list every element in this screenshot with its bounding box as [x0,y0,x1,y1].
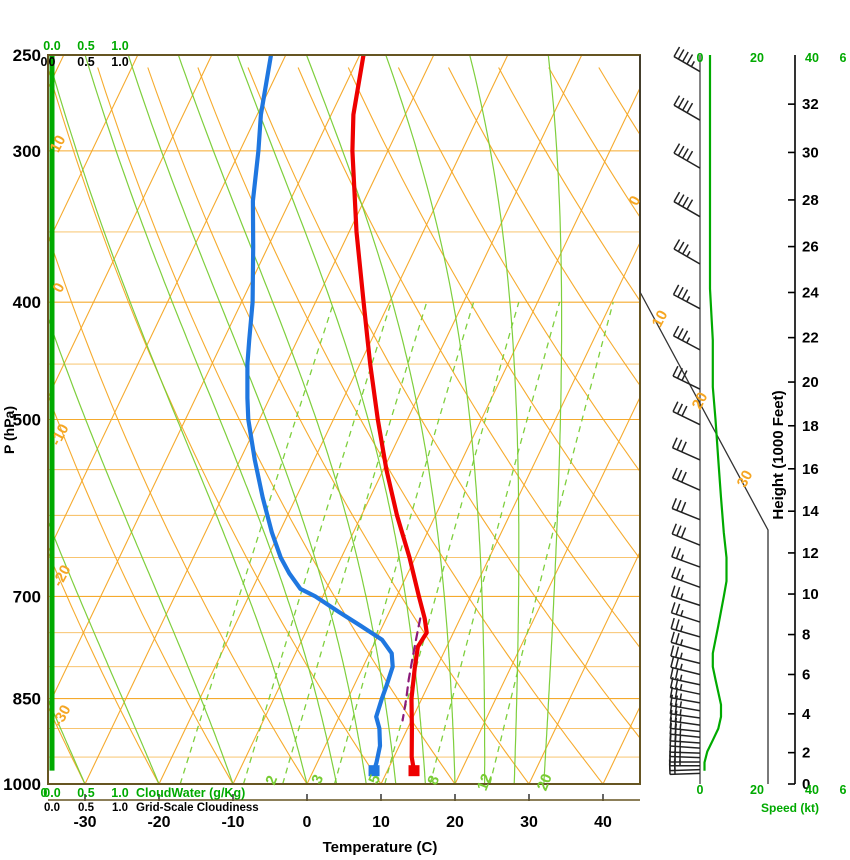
wind-barb [673,239,701,265]
wind-barb [669,677,701,695]
temperature-surface-marker [408,765,420,777]
curve-parcel [401,617,422,722]
wind-barb [671,498,701,521]
wind-barb [671,546,701,568]
speed-profile-curve [703,55,728,771]
wind-barb [673,95,701,121]
wind-barb [670,631,701,652]
wind-barb [670,602,701,623]
wind-barb [669,686,701,704]
wind-barb [669,667,701,686]
wind-barb [671,566,701,589]
wind-barb [672,401,701,426]
wind-barb [671,437,701,461]
wind-barb [669,694,701,712]
wind-barb [670,645,701,665]
wind-barb [672,325,701,351]
wind-barb [670,617,701,638]
dewpoint-surface-marker [368,765,380,777]
wind-barb [672,365,701,390]
wind-barb [669,702,701,719]
wind-barb [671,467,701,491]
wind-barb [671,523,701,546]
wind-barb [673,191,701,218]
wind-barb [672,284,701,310]
wind-barb [670,585,701,607]
wind-barb [670,656,701,676]
wind-barb [673,143,701,169]
wind-barb [668,763,701,776]
wind-barb [673,46,701,73]
curve-temperature [350,55,429,773]
curve-dewpoint [245,55,395,773]
